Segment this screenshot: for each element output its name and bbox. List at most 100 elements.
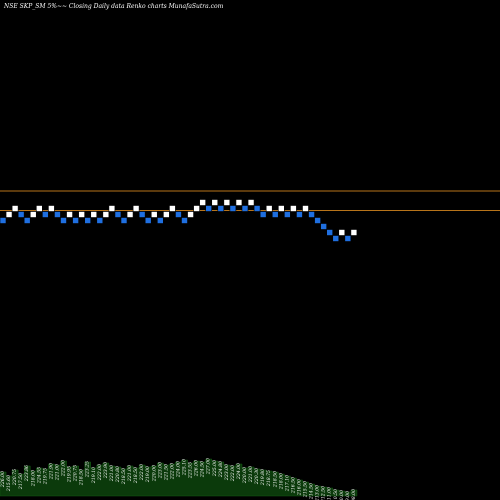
volume-label: 212.50 [321, 486, 327, 500]
volume-label: 220.00 [242, 467, 248, 484]
renko-brick-up [5, 211, 13, 218]
renko-brick-down [332, 235, 340, 242]
volume-label: 224.50 [200, 461, 206, 478]
renko-brick-down [205, 205, 212, 212]
volume-label: 219.80 [260, 469, 266, 486]
renko-brick-down [17, 211, 25, 218]
volume-label: 224.00 [236, 463, 242, 480]
volume-label: 220.80 [115, 466, 121, 483]
volume-label: 222.00 [139, 464, 145, 481]
renko-brick-down [42, 211, 49, 218]
volume-label: 223.55 [188, 462, 194, 479]
volume-label: 219.95 [67, 466, 73, 483]
volume-label: 222.00 [169, 463, 175, 480]
chart-title: NSE SKP_SM 5%~~ Closing Daily data Renko… [3, 3, 224, 10]
renko-brick-up [126, 211, 134, 218]
renko-brick-up [199, 199, 206, 206]
renko-brick-down [120, 217, 128, 224]
volume-label: 222.00 [230, 465, 236, 482]
renko-brick-down [271, 211, 279, 218]
volume-label: 210.00 [339, 490, 345, 500]
renko-brick-up [265, 205, 273, 212]
volume-labels: 226.00 215.60 220.75 217.50 223.86 218.00 224.… [0, 458, 357, 500]
volume-label: 223.00 [224, 464, 230, 481]
volume-label: 209.00 [345, 491, 351, 500]
volume-label: 220.75 [73, 465, 79, 482]
volume-label: 224.80 [218, 461, 224, 478]
renko-brick-down [138, 211, 146, 218]
renko-brick-up [277, 205, 285, 212]
renko-brick-down [344, 235, 352, 242]
volume-label: 225.00 [212, 460, 218, 477]
volume-label: 208.00 [351, 489, 357, 500]
volume-label: 223.00 [157, 462, 163, 479]
renko-brick-up [108, 205, 116, 212]
renko-brick-up [163, 211, 170, 218]
volume-label: 221.00 [248, 466, 254, 483]
renko-brick-up [247, 199, 255, 206]
renko-brick-down [72, 217, 79, 224]
renko-brick-down [259, 211, 267, 218]
volume-label: 221.00 [54, 464, 60, 481]
volume-label: 216.00 [296, 479, 302, 496]
renko-brick-up [11, 205, 19, 212]
volume-label: 226.00 [0, 471, 6, 488]
volume-label: 226.00 [194, 460, 200, 477]
volume-label: 213.00 [315, 485, 321, 500]
volume-label: 222.00 [61, 460, 67, 477]
volume-label: 215.60 [6, 475, 12, 492]
renko-brick-down [96, 217, 104, 224]
volume-label: 210.50 [333, 489, 339, 500]
renko-brick-down [229, 205, 237, 212]
renko-brick-up [29, 211, 37, 218]
renko-brick-down [320, 223, 327, 230]
renko-brick-down [84, 217, 91, 224]
renko-brick-up [223, 199, 231, 206]
renko-bricks [0, 199, 358, 242]
renko-brick-down [157, 217, 164, 224]
volume-label: 227.00 [206, 458, 212, 475]
reference-lines [0, 190, 500, 211]
volume-label: 218.00 [30, 470, 36, 487]
renko-brick-down [284, 211, 291, 218]
volume-label: 219.00 [145, 466, 151, 483]
renko-brick-down [144, 217, 152, 224]
volume-label: 221.50 [163, 464, 169, 481]
volume-label: 215.50 [303, 481, 309, 498]
volume-label: 219.75 [42, 468, 48, 485]
renko-brick-up [187, 211, 194, 218]
volume-label: 217.10 [284, 475, 290, 492]
volume-label: 221.90 [48, 463, 54, 480]
renko-brick-up [132, 205, 140, 212]
renko-brick-up [338, 229, 346, 236]
volume-label: 220.30 [254, 468, 260, 485]
volume-label: 219.10 [91, 467, 97, 484]
renko-brick-down [308, 211, 315, 218]
renko-brick-down [54, 211, 61, 218]
volume-label: 218.75 [266, 470, 272, 487]
renko-brick-down [0, 217, 7, 224]
renko-brick-down [217, 205, 225, 212]
volume-label: 223.86 [24, 465, 30, 482]
volume-label: 221.00 [109, 465, 115, 482]
volume-label: 223.90 [103, 462, 109, 479]
renko-brick-down [175, 211, 182, 218]
volume-label: 218.50 [133, 467, 139, 484]
renko-brick-up [48, 205, 55, 212]
volume-label: 218.50 [272, 471, 278, 488]
renko-brick-up [302, 205, 309, 212]
volume-area [0, 458, 358, 497]
volume-label: 220.75 [12, 469, 18, 486]
volume-label: 218.50 [79, 469, 85, 486]
renko-brick-up [66, 211, 73, 218]
renko-brick-up [78, 211, 85, 218]
renko-brick-down [241, 205, 249, 212]
renko-brick-down [23, 217, 31, 224]
volume-label: 214.50 [309, 483, 315, 500]
volume-label: 223.25 [85, 461, 91, 478]
renko-brick-up [235, 199, 243, 206]
volume-label: 218.00 [278, 473, 284, 490]
volume-label: 218.50 [121, 468, 127, 485]
